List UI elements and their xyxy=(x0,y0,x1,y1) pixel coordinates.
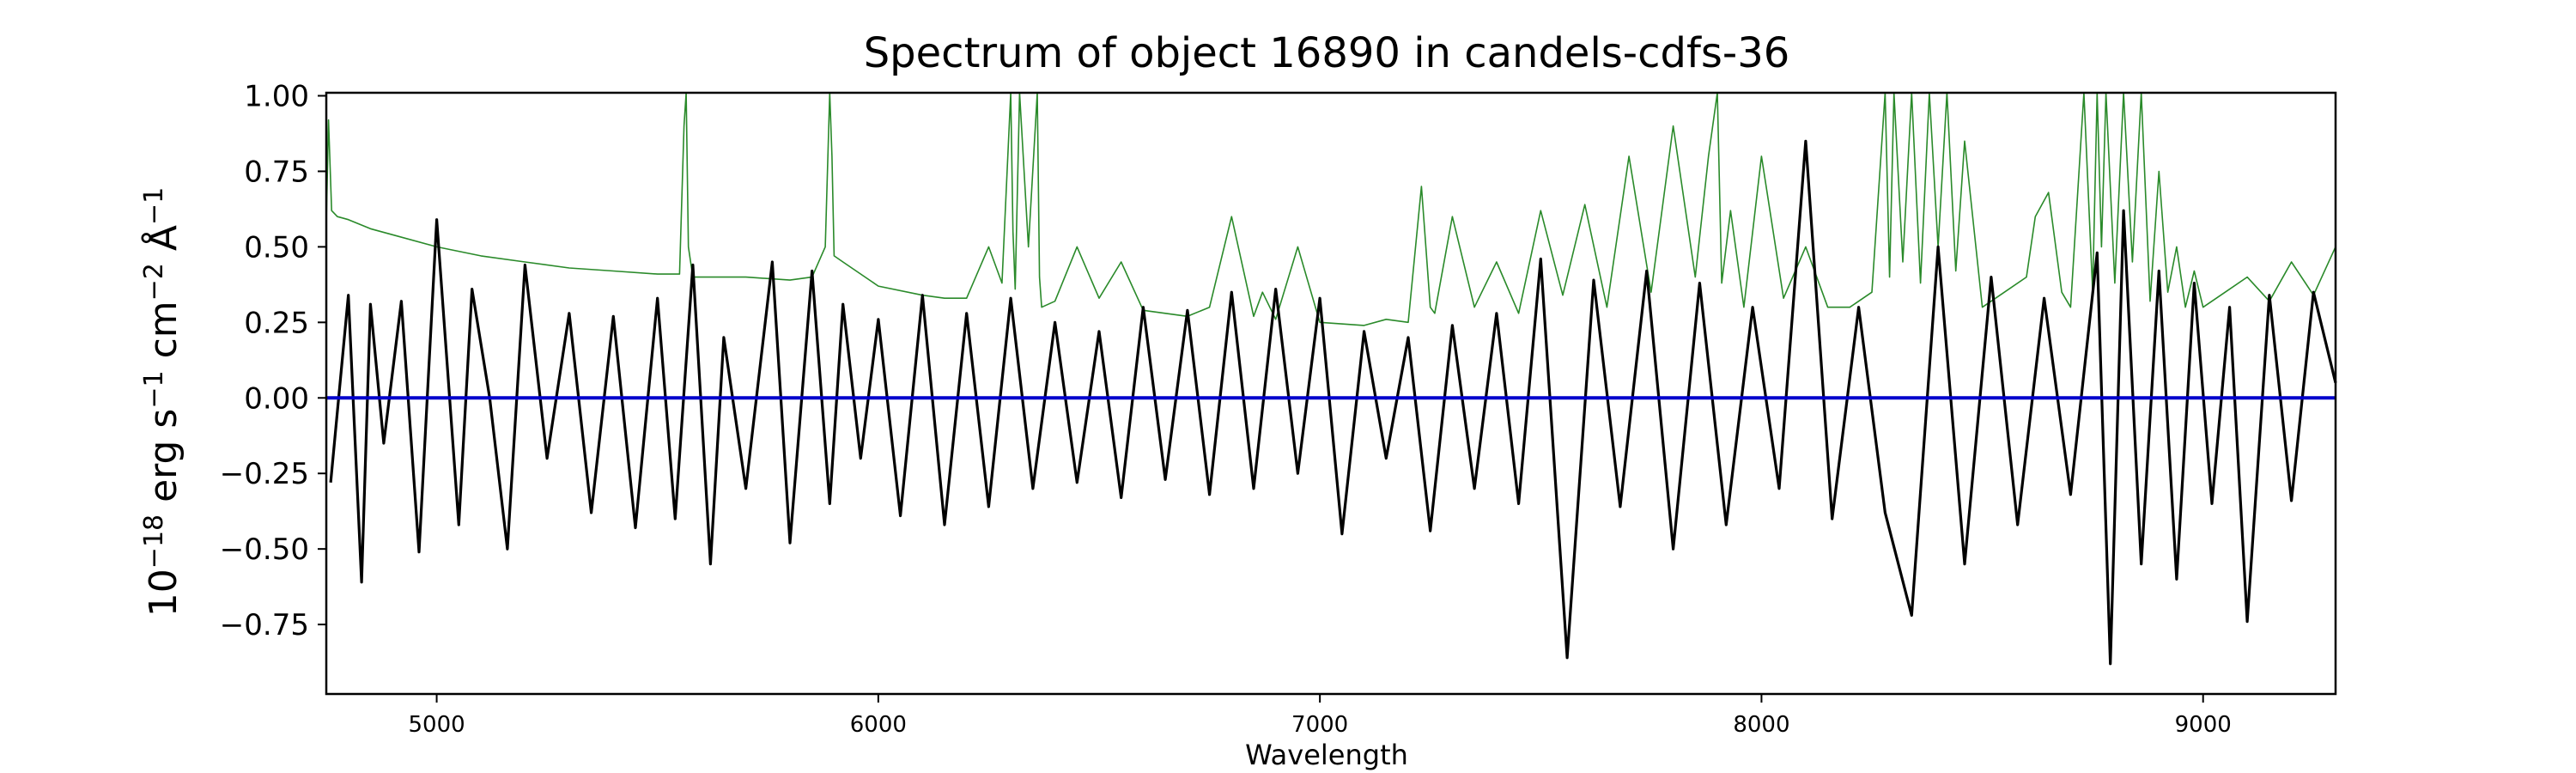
x-tick-label: 8000 xyxy=(1733,712,1789,738)
flux-series-line xyxy=(329,139,2337,666)
ylabel-unit3: Å xyxy=(140,225,185,263)
ylabel-exp3: −1 xyxy=(139,187,169,225)
svg-text:10−18 erg s−1 cm−2 Å−1: 10−18 erg s−1 cm−2 Å−1 xyxy=(139,187,185,617)
y-tick-label: −0.50 xyxy=(220,533,309,567)
y-tick-label: 1.00 xyxy=(244,80,309,114)
ticks-layer: 5000 6000 7000 8000 9000 −0.75 −0.50 −0.25 0.00 0… xyxy=(220,80,2232,738)
chart-title: Spectrum of object 16890 in candels-cdfs… xyxy=(864,29,1790,77)
ylabel-unit2: cm xyxy=(142,301,185,370)
x-tick-label: 7000 xyxy=(1291,712,1348,738)
ylabel-unit1: erg s xyxy=(142,409,185,514)
y-tick-label: −0.75 xyxy=(220,608,309,642)
ylabel-exp1: −1 xyxy=(139,370,169,408)
y-tick-label: 0.25 xyxy=(244,306,309,340)
y-tick-label: 0.50 xyxy=(244,230,309,265)
y-tick-label: 0.75 xyxy=(244,155,309,189)
plot-frame xyxy=(325,91,2337,696)
y-tick-label: 0.00 xyxy=(244,381,309,416)
x-axis-label: Wavelength xyxy=(1245,739,1408,771)
error-series-line xyxy=(325,92,2336,326)
ylabel-exp2: −2 xyxy=(139,263,169,301)
y-tick-label: −0.25 xyxy=(220,457,309,491)
series-layer xyxy=(325,92,2337,666)
x-tick-label: 5000 xyxy=(408,712,465,738)
ylabel-base: 10 xyxy=(142,569,185,617)
x-tick-label: 6000 xyxy=(850,712,907,738)
x-tick-label: 9000 xyxy=(2175,712,2232,738)
y-axis-label: 10−18 erg s−1 cm−2 Å−1 xyxy=(139,187,185,617)
ylabel-exp: −18 xyxy=(139,514,169,569)
